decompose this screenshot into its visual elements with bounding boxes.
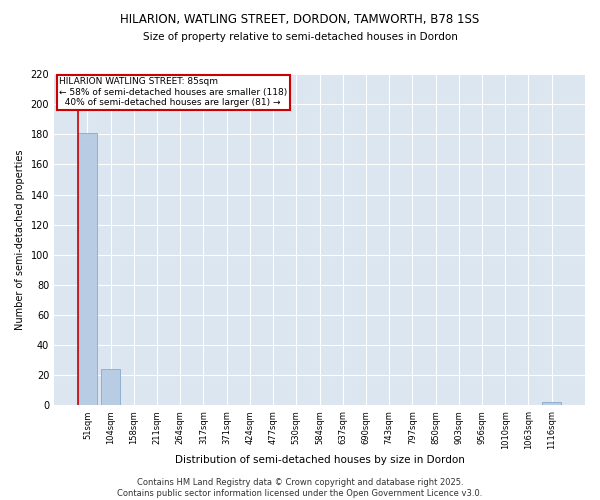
Bar — [542, 402, 561, 406]
Y-axis label: Number of semi-detached properties: Number of semi-detached properties — [15, 150, 25, 330]
Bar — [78, 133, 97, 406]
Bar — [101, 370, 120, 406]
X-axis label: Distribution of semi-detached houses by size in Dordon: Distribution of semi-detached houses by … — [175, 455, 464, 465]
Text: HILARION WATLING STREET: 85sqm
← 58% of semi-detached houses are smaller (118)
 : HILARION WATLING STREET: 85sqm ← 58% of … — [59, 78, 287, 107]
Text: HILARION, WATLING STREET, DORDON, TAMWORTH, B78 1SS: HILARION, WATLING STREET, DORDON, TAMWOR… — [121, 12, 479, 26]
Text: Size of property relative to semi-detached houses in Dordon: Size of property relative to semi-detach… — [143, 32, 457, 42]
Text: Contains HM Land Registry data © Crown copyright and database right 2025.
Contai: Contains HM Land Registry data © Crown c… — [118, 478, 482, 498]
